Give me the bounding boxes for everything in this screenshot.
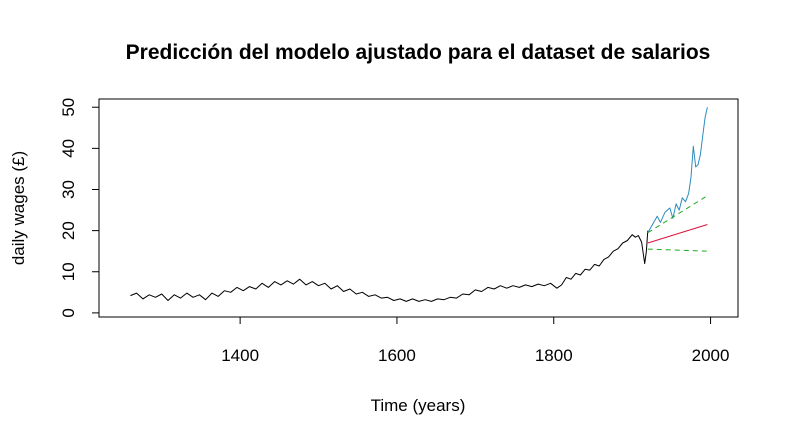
series-line-2 — [647, 107, 708, 233]
series-line-4 — [647, 195, 708, 234]
y-tick-label-0: 0 — [59, 308, 78, 317]
y-tick-label-40: 40 — [59, 139, 78, 158]
plot-frame — [98, 98, 739, 318]
y-tick-label-20: 20 — [59, 221, 78, 240]
x-axis-label: Time (years) — [371, 396, 466, 415]
y-tick-label-50: 50 — [59, 98, 78, 117]
x-tick-label-1800: 1800 — [535, 346, 573, 365]
x-tick-label-2000: 2000 — [692, 346, 730, 365]
chart-title: Predicción del modelo ajustado para el d… — [126, 41, 711, 64]
y-axis: 0 10 20 30 40 50 — [59, 98, 100, 318]
y-tick-label-10: 10 — [59, 262, 78, 281]
series-line-5 — [647, 248, 708, 252]
x-axis: 1400 1600 1800 2000 — [221, 316, 730, 365]
plot-area — [130, 107, 708, 302]
y-tick-label-30: 30 — [59, 180, 78, 199]
y-axis-label: daily wages (£) — [9, 151, 28, 265]
series-line-1 — [130, 230, 649, 302]
series-line-3 — [647, 224, 708, 244]
x-tick-label-1600: 1600 — [378, 346, 416, 365]
x-tick-label-1400: 1400 — [221, 346, 259, 365]
